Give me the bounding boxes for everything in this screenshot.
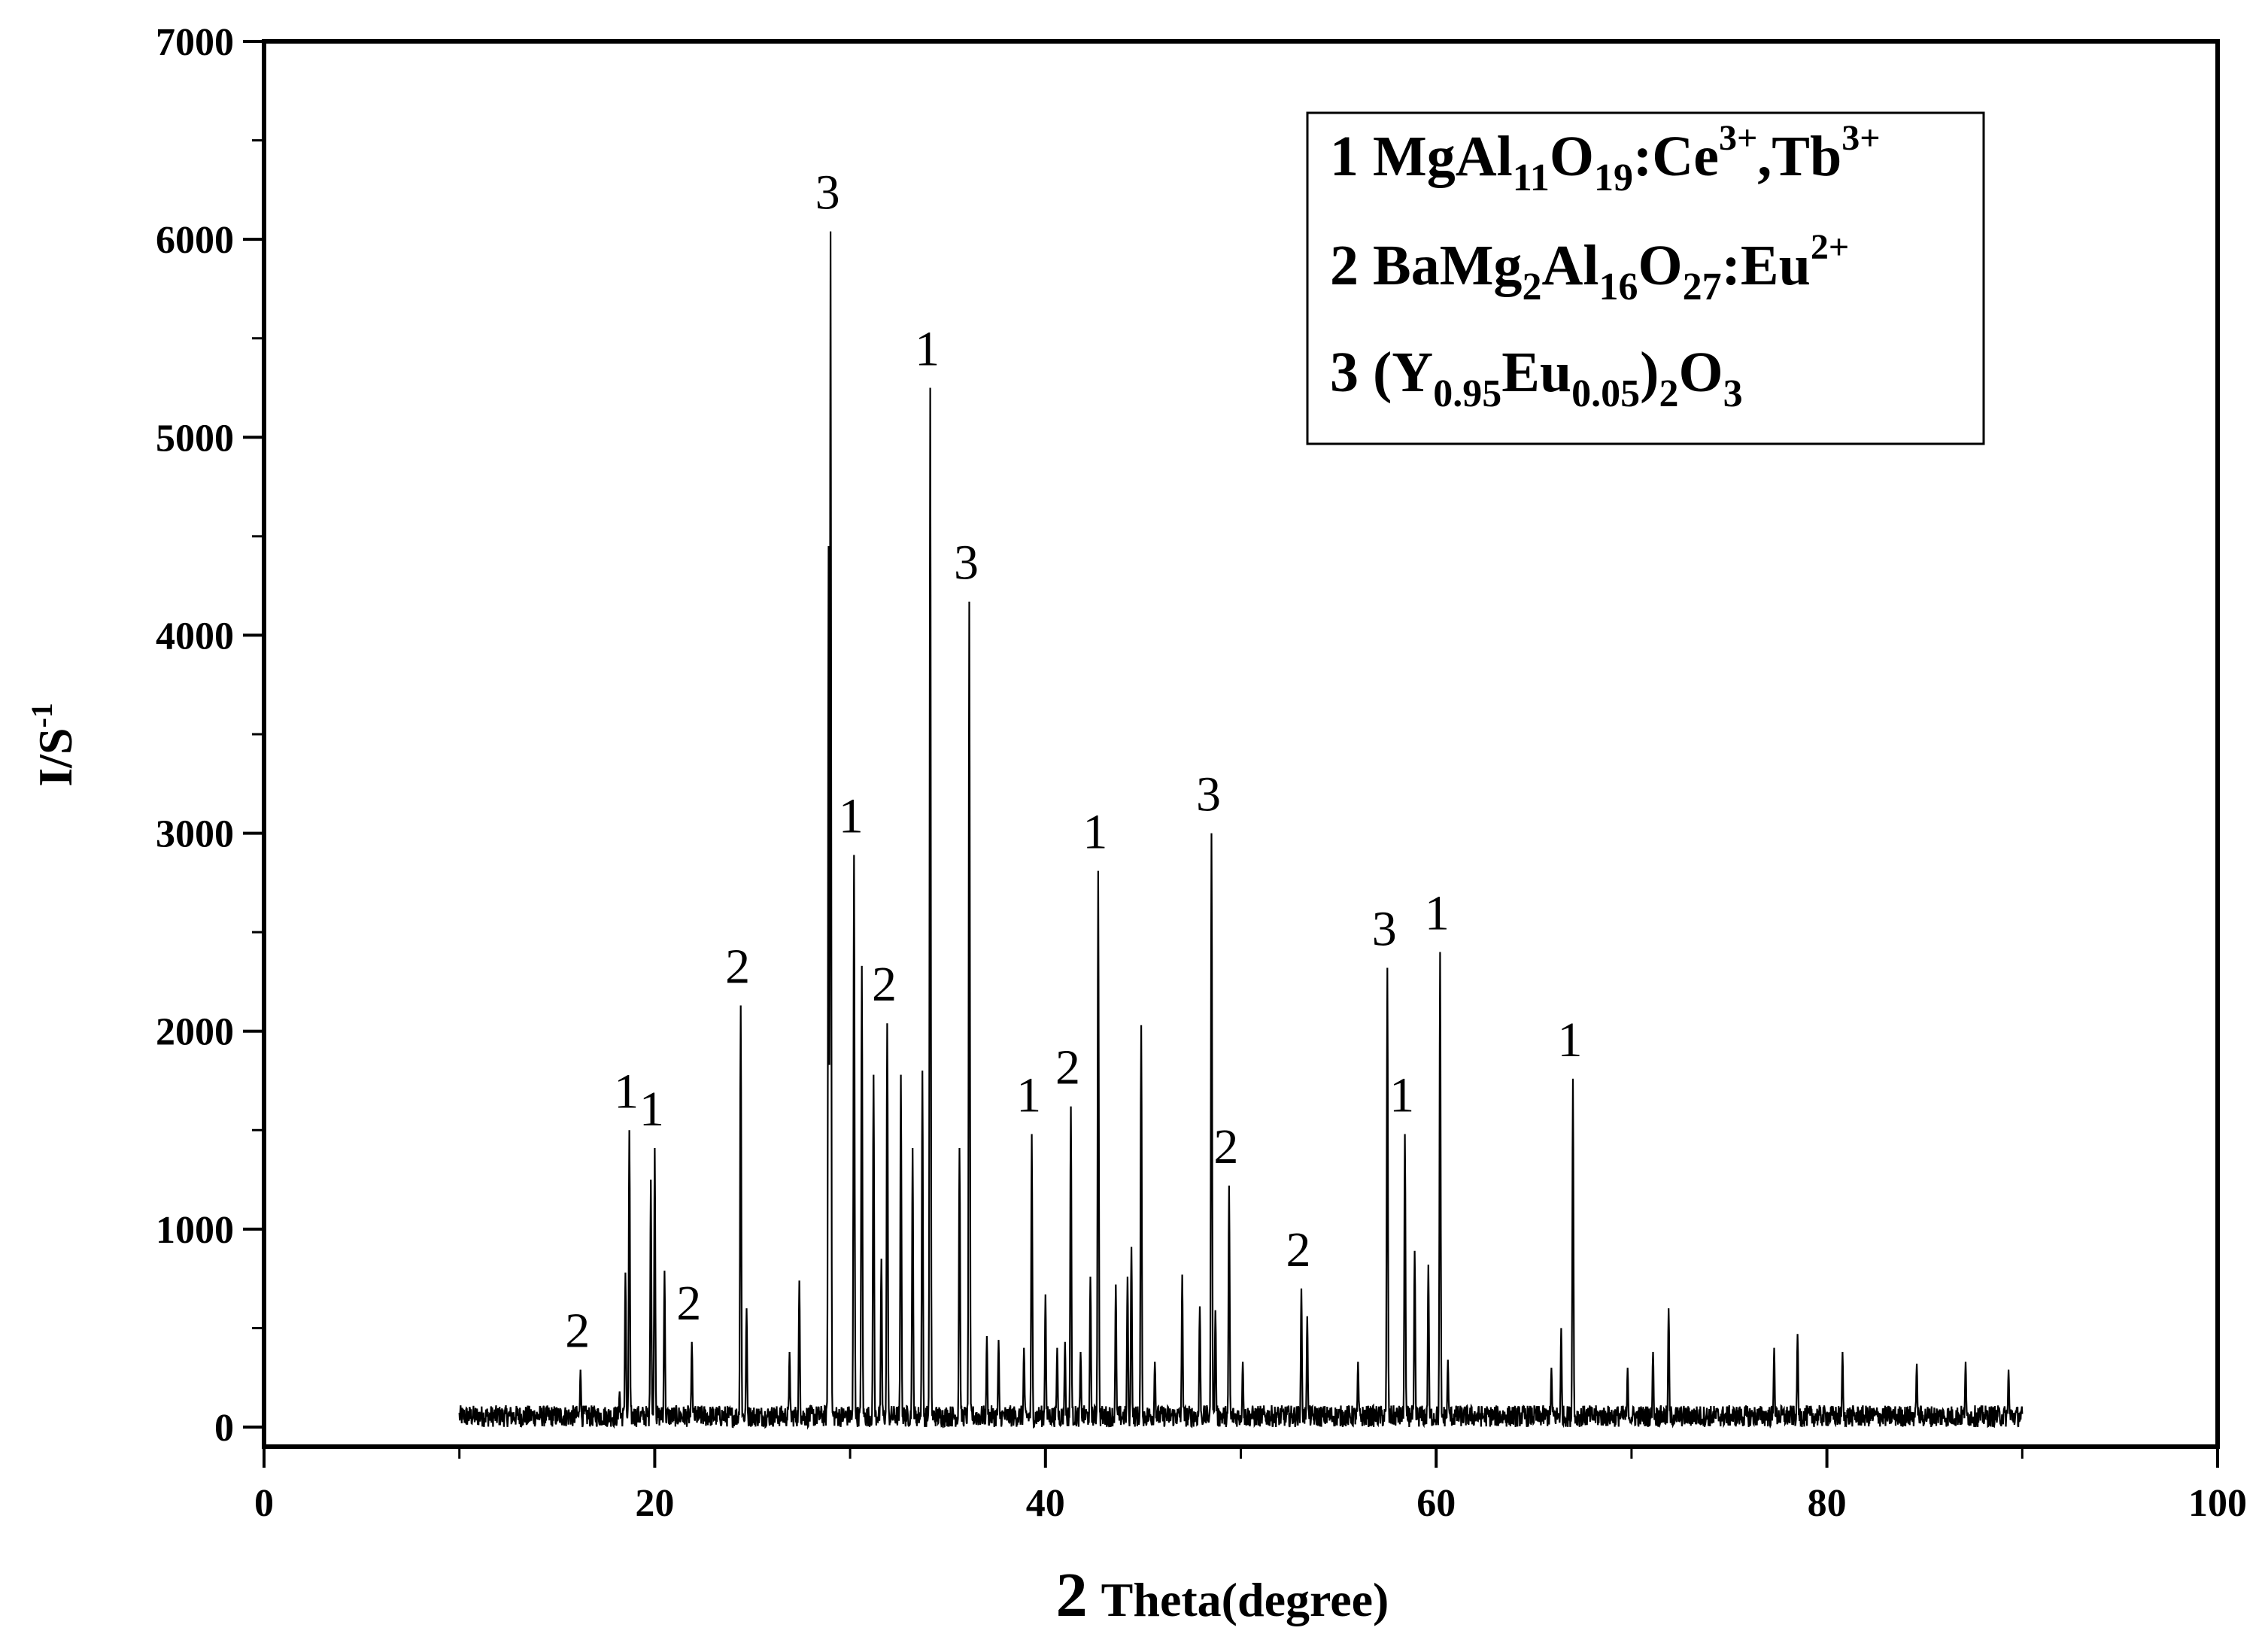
y-tick-label: 2000 [156,1011,234,1054]
legend-run: 11 [1513,156,1550,199]
legend-run: :Ce [1633,125,1719,188]
peak-label: 1 [1082,805,1107,860]
legend-box [1306,111,1985,445]
y-tick-label: 5000 [156,417,234,460]
legend-run: 2 [1522,266,1541,308]
x-axis-title-prefix: 2 [1056,1560,1088,1630]
axis-ticks [243,40,2219,1468]
x-axis-title: 2 Theta(degree) [1056,1560,1389,1630]
x-tick-label: 0 [254,1482,274,1525]
legend-run: 3 [1723,372,1743,415]
legend-run: 3+ [1719,118,1757,158]
legend: 1 MgAl11O19:Ce3+,Tb3+2 BaMg2Al16O27:Eu2+… [1306,111,1985,445]
legend-run: O [1638,234,1682,297]
legend-entry-2: 2 BaMg2Al16O27:Eu2+ [1330,227,1849,308]
legend-run: O [1550,125,1594,188]
y-axis-title: I/S-1 [25,703,82,787]
x-axis-title-main: Theta(degree) [1101,1573,1389,1626]
peak-label: 2 [872,957,897,1012]
legend-run: ) [1640,341,1659,404]
axis-labels: 0 20 40 60 80 1000100020003000400050006000700… [25,21,2247,1630]
legend-run: O [1678,341,1723,404]
legend-run: 16 [1599,266,1638,308]
y-axis-title-sup: -1 [25,703,59,727]
x-tick-label: 40 [1026,1482,1065,1525]
legend-run: :Eu [1722,234,1811,297]
peak-label: 1 [915,322,940,377]
peak-label: 1 [1389,1068,1414,1123]
y-tick-label: 7000 [156,21,234,64]
x-tick-label: 20 [635,1482,674,1525]
legend-run: 19 [1594,156,1633,199]
y-tick-label: 1000 [156,1209,234,1252]
peak-label: 2 [1213,1119,1238,1174]
y-tick-label: 3000 [156,813,234,856]
plot-layer [458,231,2024,1430]
peak-label: 2 [1055,1040,1080,1095]
peak-label: 3 [815,166,840,220]
peak-label: 3 [954,536,979,591]
legend-entry-1: 1 MgAl11O19:Ce3+,Tb3+ [1330,118,1881,199]
legend-run: Al [1541,234,1599,297]
peak-label: 1 [839,789,864,844]
legend-run: ,Tb [1757,125,1841,188]
peak-label: 1 [639,1082,664,1137]
legend-run: 0.05 [1571,372,1640,415]
x-tick-label: 60 [1416,1482,1456,1525]
legend-run: 2+ [1811,227,1849,267]
legend-run: 27 [1683,266,1722,308]
legend-run: 2 BaMg [1330,234,1522,297]
legend-run: 1 MgAl [1330,125,1513,188]
y-axis-title-main: I/S [29,728,82,787]
legend-run: 2 [1659,372,1678,415]
legend-run: Eu [1501,341,1571,404]
legend-run: 3+ [1841,118,1880,158]
peak-label: 2 [1286,1222,1311,1277]
x-tick-label: 80 [1808,1482,1847,1525]
series-line-xrd [458,231,2024,1430]
peak-label: 1 [1016,1068,1041,1123]
peak-label: 2 [565,1304,590,1359]
x-tick-label: 100 [2188,1482,2247,1525]
peak-label: 1 [1557,1013,1582,1067]
legend-entry-3: 3 (Y0.95Eu0.05)2O3 [1330,341,1743,415]
y-tick-label: 4000 [156,615,234,657]
y-tick-label: 0 [214,1407,234,1450]
peak-label: 1 [1425,885,1450,940]
peak-label: 3 [1196,767,1221,822]
peak-label: 2 [676,1276,701,1331]
y-tick-label: 6000 [156,219,234,262]
peak-label: 2 [725,940,750,995]
legend-run: 3 (Y [1330,341,1433,404]
peak-label: 3 [1372,902,1397,957]
legend-run: 0.95 [1433,372,1501,415]
peak-label: 1 [614,1064,639,1119]
